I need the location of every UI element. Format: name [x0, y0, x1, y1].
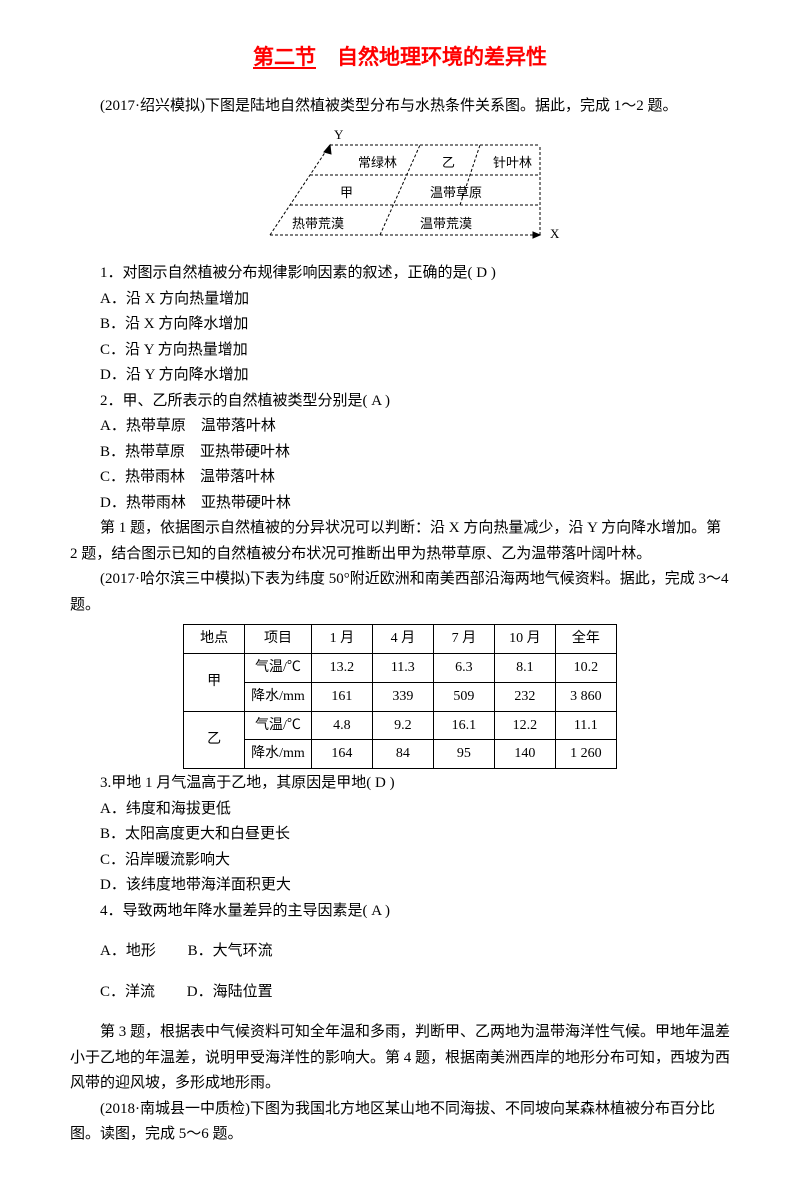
q4-opts-row1: A．地形 B．大气环流 — [70, 939, 730, 965]
q3-opt-a: A．纬度和海拔更低 — [70, 797, 730, 823]
q3-stem: 3.甲地 1 月气温高于乙地，其原因是甲地( D ) — [70, 771, 730, 797]
q4-opt-b: B．大气环流 — [188, 943, 273, 959]
diagram-label-evergreen: 常绿林 — [358, 155, 397, 170]
climate-table: 地点 项目 1 月 4 月 7 月 10 月 全年 甲 气温/℃ 13.2 11… — [183, 624, 617, 769]
table-cell: 9.2 — [372, 711, 433, 740]
q4-opts-row2: C．洋流 D．海陆位置 — [70, 980, 730, 1006]
table-cell: 140 — [494, 740, 555, 769]
table-cell: 164 — [311, 740, 372, 769]
table-cell: 161 — [311, 682, 372, 711]
q1-opt-a: A．沿 X 方向热量增加 — [70, 287, 730, 313]
q2-opt-b: B．热带草原 亚热带硬叶林 — [70, 440, 730, 466]
title-sub: 自然地理环境的差异性 — [337, 45, 547, 69]
table-cell: 3 860 — [555, 682, 616, 711]
table-cell: 6.3 — [433, 653, 494, 682]
table-cell: 4.8 — [311, 711, 372, 740]
explanation-34: 第 3 题，根据表中气候资料可知全年温和多雨，判断甲、乙两地为温带海洋性气候。甲… — [70, 1020, 730, 1097]
intro-2: (2017·哈尔滨三中模拟)下表为纬度 50°附近欧洲和南美西部沿海两地气候资料… — [70, 567, 730, 618]
axis-x-label: X — [550, 226, 560, 241]
q3-opt-b: B．太阳高度更大和白昼更长 — [70, 822, 730, 848]
table-header: 项目 — [245, 625, 312, 654]
q1-opt-d: D．沿 Y 方向降水增加 — [70, 363, 730, 389]
table-header: 10 月 — [494, 625, 555, 654]
table-row: 乙 气温/℃ 4.8 9.2 16.1 12.2 11.1 — [184, 711, 617, 740]
diagram-label-temp-desert: 温带荒漠 — [420, 216, 472, 231]
q1-stem: 1．对图示自然植被分布规律影响因素的叙述，正确的是( D ) — [70, 261, 730, 287]
table-cell: 509 — [433, 682, 494, 711]
q2-opt-a: A．热带草原 温带落叶林 — [70, 414, 730, 440]
title-main: 第二节 — [253, 45, 316, 69]
table-cell: 1 260 — [555, 740, 616, 769]
q3-opt-d: D．该纬度地带海洋面积更大 — [70, 873, 730, 899]
q1-opt-b: B．沿 X 方向降水增加 — [70, 312, 730, 338]
q4-opt-d: D．海陆位置 — [187, 984, 273, 1000]
q1-opt-c: C．沿 Y 方向热量增加 — [70, 338, 730, 364]
table-cell: 95 — [433, 740, 494, 769]
diagram-label-yi: 乙 — [442, 155, 455, 170]
table-cell: 气温/℃ — [245, 653, 312, 682]
table-header: 全年 — [555, 625, 616, 654]
table-header: 4 月 — [372, 625, 433, 654]
table-row: 降水/mm 161 339 509 232 3 860 — [184, 682, 617, 711]
table-cell: 11.1 — [555, 711, 616, 740]
table-cell: 16.1 — [433, 711, 494, 740]
table-cell: 84 — [372, 740, 433, 769]
q2-opt-d: D．热带雨林 亚热带硬叶林 — [70, 491, 730, 517]
table-row: 甲 气温/℃ 13.2 11.3 6.3 8.1 10.2 — [184, 653, 617, 682]
explanation-12: 第 1 题，依据图示自然植被的分异状况可以判断：沿 X 方向热量减少，沿 Y 方… — [70, 516, 730, 567]
diagram-label-conifer: 针叶林 — [493, 155, 532, 170]
vegetation-diagram: Y X 常绿林 乙 针叶林 甲 温带草原 热带荒漠 温带荒漠 — [230, 125, 570, 255]
q4-opt-c: C．洋流 — [100, 984, 155, 1000]
table-cell: 232 — [494, 682, 555, 711]
table-cell: 气温/℃ — [245, 711, 312, 740]
table-loc-jia: 甲 — [184, 653, 245, 711]
page-title: 第二节 自然地理环境的差异性 — [70, 40, 730, 76]
q3-opt-c: C．沿岸暖流影响大 — [70, 848, 730, 874]
q2-stem: 2．甲、乙所表示的自然植被类型分别是( A ) — [70, 389, 730, 415]
diagram-label-temp-grass: 温带草原 — [430, 185, 482, 200]
table-loc-yi: 乙 — [184, 711, 245, 769]
table-cell: 降水/mm — [245, 740, 312, 769]
axis-y-label: Y — [334, 127, 344, 142]
table-row: 降水/mm 164 84 95 140 1 260 — [184, 740, 617, 769]
q4-opt-a: A．地形 — [100, 943, 156, 959]
table-header: 1 月 — [311, 625, 372, 654]
q4-stem: 4．导致两地年降水量差异的主导因素是( A ) — [70, 899, 730, 925]
table-cell: 降水/mm — [245, 682, 312, 711]
table-cell: 339 — [372, 682, 433, 711]
diagram-label-jia: 甲 — [340, 185, 353, 200]
table-cell: 12.2 — [494, 711, 555, 740]
q2-opt-c: C．热带雨林 温带落叶林 — [70, 465, 730, 491]
table-cell: 8.1 — [494, 653, 555, 682]
table-header: 7 月 — [433, 625, 494, 654]
table-cell: 11.3 — [372, 653, 433, 682]
intro-3: (2018·南城县一中质检)下图为我国北方地区某山地不同海拔、不同坡向某森林植被… — [70, 1097, 730, 1148]
table-header: 地点 — [184, 625, 245, 654]
table-header-row: 地点 项目 1 月 4 月 7 月 10 月 全年 — [184, 625, 617, 654]
table-cell: 13.2 — [311, 653, 372, 682]
table-cell: 10.2 — [555, 653, 616, 682]
intro-1: (2017·绍兴模拟)下图是陆地自然植被类型分布与水热条件关系图。据此，完成 1… — [70, 94, 730, 120]
diagram-label-trop-desert: 热带荒漠 — [292, 216, 344, 231]
